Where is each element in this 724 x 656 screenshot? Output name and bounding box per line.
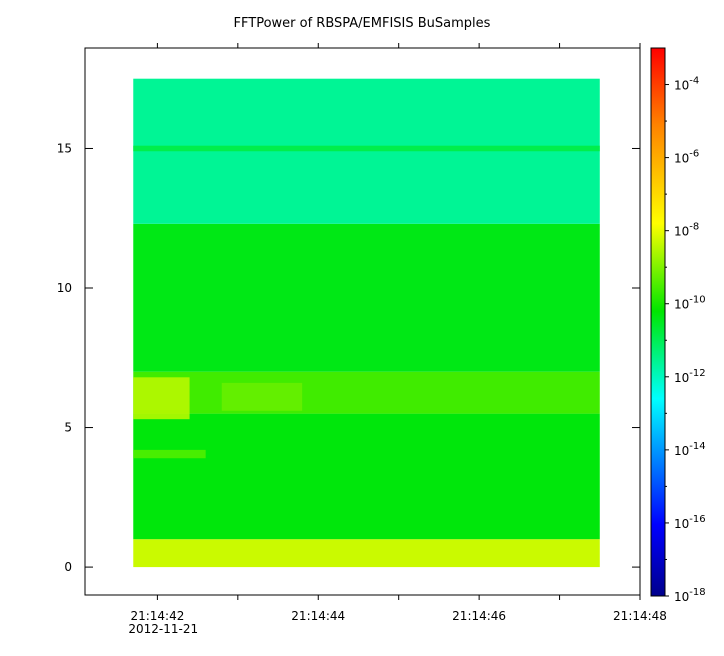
colorbar-tick-label: 10-8 <box>674 222 699 239</box>
power-feature <box>133 145 600 152</box>
x-tick-label: 21:14:48 <box>613 609 667 623</box>
power-band <box>133 223 600 372</box>
colorbar-tick-label: 10-6 <box>674 149 699 166</box>
x-tick-label: 21:14:46 <box>452 609 506 623</box>
power-band <box>133 371 600 414</box>
colorbar-tick-label: 10-18 <box>674 587 706 604</box>
power-feature <box>133 377 190 420</box>
x-tick-label: 21:14:44 <box>291 609 345 623</box>
y-tick-label: 0 <box>64 560 72 574</box>
colorbar-tick-label: 10-10 <box>674 295 706 312</box>
power-band <box>133 78 600 224</box>
power-band <box>133 539 600 568</box>
colorbar-tick-label: 10-4 <box>674 76 699 93</box>
chart-title: FFTPower of RBSPA/EMFISIS BuSamples <box>233 16 491 31</box>
x-tick-label: 21:14:42 <box>130 609 184 623</box>
x-tick-sublabel: 2012-11-21 <box>128 622 198 636</box>
y-tick-label: 10 <box>57 281 72 295</box>
power-band <box>133 413 600 540</box>
power-feature <box>221 382 303 411</box>
colorbar <box>650 47 666 597</box>
y-tick-label: 5 <box>64 421 72 435</box>
colorbar-tick-label: 10-16 <box>674 514 706 531</box>
colorbar-tick-label: 10-14 <box>674 441 706 458</box>
y-tick-label: 15 <box>57 141 72 155</box>
colorbar-tick-label: 10-12 <box>674 368 706 385</box>
power-feature <box>133 449 206 459</box>
